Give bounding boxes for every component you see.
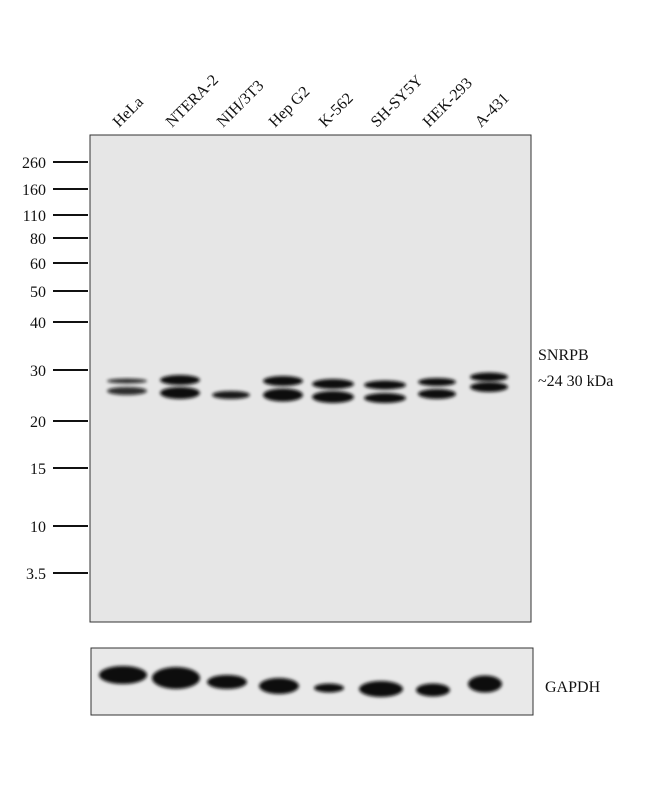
- gapdh-band: [359, 681, 403, 697]
- lane-label: Hep G2: [266, 83, 314, 131]
- snrpb-band-lower: [160, 387, 200, 399]
- marker-label: 10: [30, 519, 46, 536]
- marker-label: 15: [30, 461, 46, 478]
- target-size: ~24 30 kDa: [538, 373, 613, 390]
- lane-label: HeLa: [110, 94, 147, 131]
- lane-label: SH-SY5Y: [368, 72, 427, 131]
- lane-label: K-562: [316, 90, 357, 131]
- snrpb-band-upper: [107, 378, 147, 384]
- snrpb-band-upper: [160, 375, 200, 385]
- loading-control-label: GAPDH: [545, 679, 601, 696]
- snrpb-band-upper: [418, 378, 456, 386]
- snrpb-band-lower: [418, 389, 456, 399]
- snrpb-band-lower: [107, 387, 147, 395]
- snrpb-band-lower: [364, 393, 406, 403]
- snrpb-band-upper: [263, 376, 303, 386]
- snrpb-band-lower: [263, 388, 303, 402]
- gapdh-band: [152, 667, 200, 689]
- marker-label: 50: [30, 284, 46, 301]
- lane-label: HEK-293: [420, 75, 476, 131]
- snrpb-band-lower: [312, 391, 354, 403]
- marker-label: 60: [30, 256, 46, 273]
- marker-label: 110: [23, 208, 46, 225]
- lane-label: A-431: [472, 90, 513, 131]
- marker-label: 160: [22, 182, 46, 199]
- target-name: SNRPB: [538, 347, 589, 364]
- snrpb-band-upper: [312, 379, 354, 389]
- gapdh-band: [207, 675, 247, 689]
- snrpb-band-upper: [470, 372, 508, 382]
- gapdh-band: [99, 666, 147, 684]
- marker-label: 80: [30, 231, 46, 248]
- marker-label: 3.5: [26, 566, 46, 583]
- lane-label: NTERA-2: [163, 72, 222, 131]
- marker-label: 30: [30, 363, 46, 380]
- lane-label: NIH/3T3: [214, 77, 267, 130]
- snrpb-band-upper: [364, 380, 406, 390]
- gapdh-band: [468, 675, 502, 693]
- gapdh-band: [314, 683, 344, 693]
- snrpb-band-lower: [470, 382, 508, 392]
- main-blot: [89, 134, 532, 623]
- snrpb-band-lower: [212, 391, 250, 399]
- marker-label: 20: [30, 414, 46, 431]
- gapdh-band: [416, 683, 450, 697]
- marker-label: 40: [30, 315, 46, 332]
- gapdh-band: [259, 678, 299, 694]
- marker-label: 260: [22, 155, 46, 172]
- bands: [99, 372, 508, 697]
